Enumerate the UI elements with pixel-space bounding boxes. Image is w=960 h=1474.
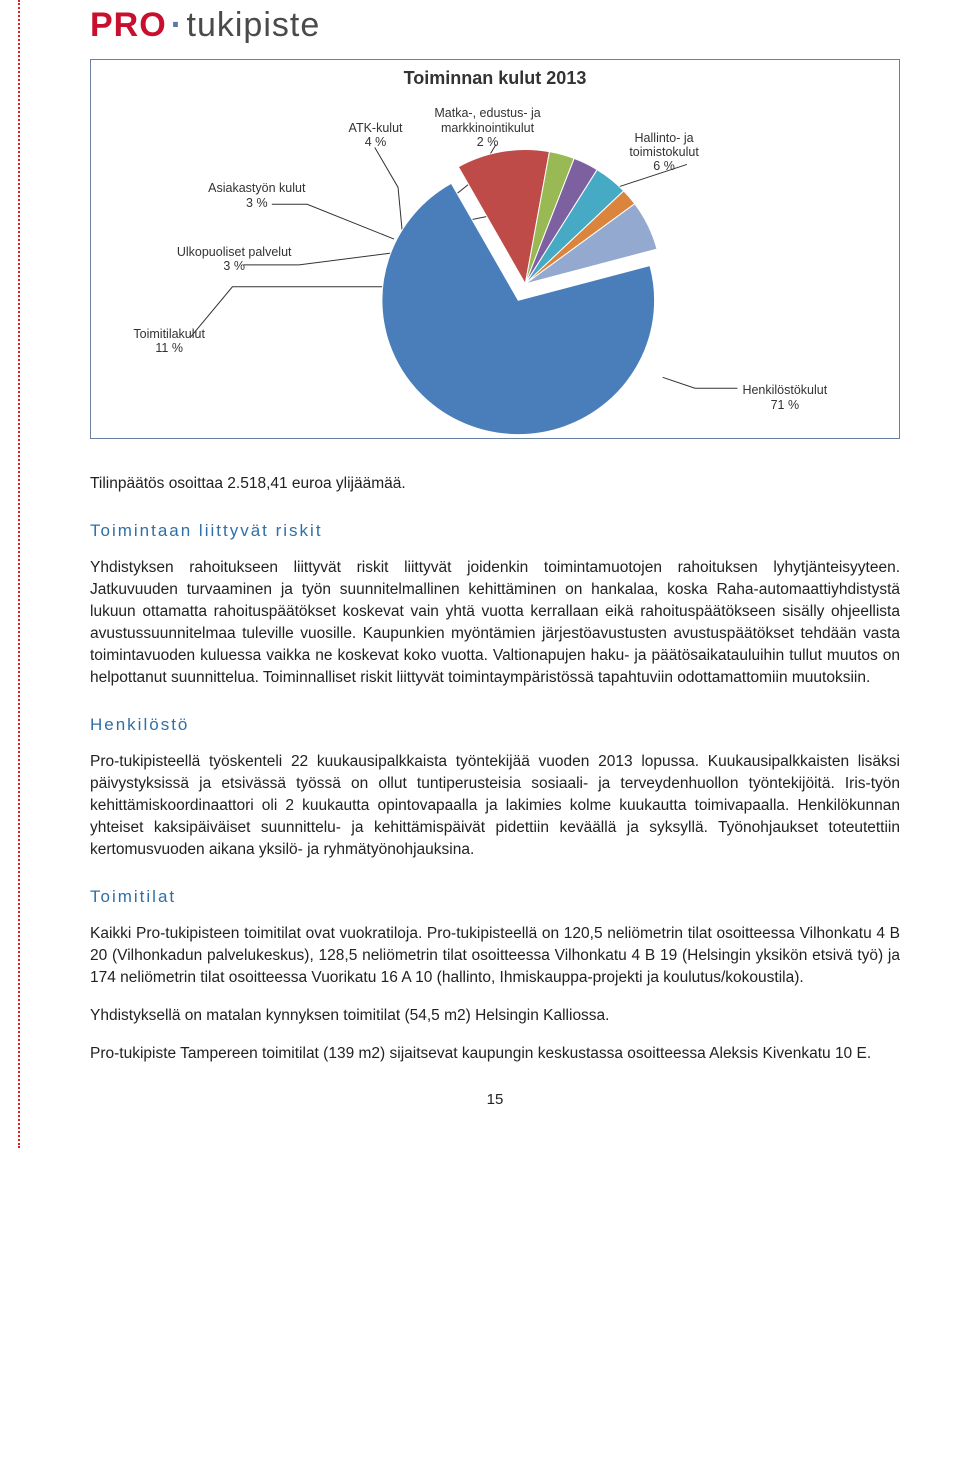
pie-chart: Toiminnan kulut 2013 Toimitilakulut11 %U… [90,59,900,439]
logo: PRO·tukipiste [90,0,900,59]
page-number: 15 [90,1091,900,1108]
paragraph: Yhdistyksellä on matalan kynnyksen toimi… [90,1005,900,1027]
paragraph: Kaikki Pro-tukipisteen toimitilat ovat v… [90,923,900,989]
chart-label: Matka-, edustus- jamarkkinointikulut2 % [434,106,540,149]
paragraph: Pro-tukipiste Tampereen toimitilat (139 … [90,1043,900,1065]
chart-label: Asiakastyön kulut3 % [208,181,305,210]
section-heading: Toimitilat [90,887,900,907]
logo-pro: PRO [90,6,167,44]
paragraph: Yhdistyksen rahoitukseen liittyvät riski… [90,557,900,689]
chart-label: Toimitilakulut11 % [133,327,205,356]
chart-label: Henkilöstökulut71 % [742,383,827,412]
logo-tuki: tukipiste [187,6,321,44]
logo-dot: · [167,6,187,44]
section-heading: Toimintaan liittyvät riskit [90,521,900,541]
page-content: PRO·tukipiste Toiminnan kulut 2013 Toimi… [0,0,960,1148]
chart-label: Hallinto- jatoimistokulut6 % [629,131,698,174]
paragraph: Pro-tukipisteellä työskenteli 22 kuukaus… [90,751,900,861]
section-heading: Henkilöstö [90,715,900,735]
chart-label: ATK-kulut4 % [349,121,403,150]
intro-line: Tilinpäätös osoittaa 2.518,41 euroa ylij… [90,473,900,495]
left-margin-rule [18,0,20,1148]
chart-label: Ulkopuoliset palvelut3 % [177,245,292,274]
